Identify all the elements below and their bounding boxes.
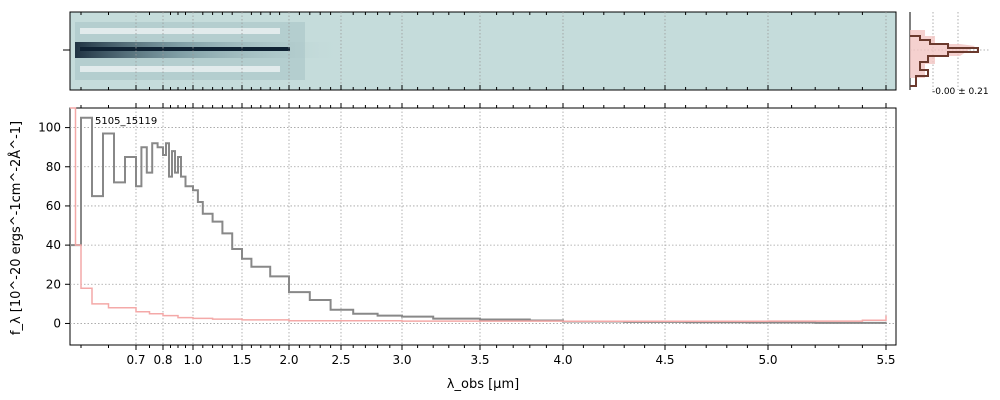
y-tick-label: 40 (46, 238, 61, 252)
x-tick-label: 0.7 (126, 353, 145, 367)
x-tick-label: 2.0 (279, 353, 298, 367)
profile-panel: -0.00 ± 0.21 (909, 12, 990, 97)
x-tick-label: 0.8 (153, 353, 172, 367)
x-tick-label: 1.0 (183, 353, 202, 367)
profile-line (910, 35, 979, 87)
flux-series-line (70, 116, 887, 324)
heatmap-light-band-bottom (80, 66, 280, 72)
y-tick-label: 100 (38, 121, 61, 135)
x-tick-label: 3.0 (392, 353, 411, 367)
y-tick-label: 0 (53, 316, 61, 330)
plot-area (69, 107, 897, 346)
x-tick-label: 4.0 (553, 353, 572, 367)
heatmap-core (80, 47, 290, 51)
profile-fill (910, 30, 975, 78)
x-tick-label: 5.5 (876, 353, 895, 367)
x-tick-label: 5.0 (758, 353, 777, 367)
profile-annotation: -0.00 ± 0.21 (932, 87, 989, 97)
x-tick-label: 2.5 (331, 353, 350, 367)
spectrum-id-label: 5105_15119 (95, 116, 157, 127)
x-tick-label: 4.5 (655, 353, 674, 367)
y-tick-label: 20 (46, 277, 61, 291)
heatmap-light-band-top (80, 28, 280, 34)
x-tick-label: 1.5 (232, 353, 251, 367)
x-axis-label: λ_obs [μm] (447, 377, 519, 392)
y-tick-label: 60 (46, 199, 61, 213)
two-d-spectrum-panel (63, 11, 897, 91)
y-tick-label: 80 (46, 160, 61, 174)
one-d-spectrum-panel: 0.7 0.8 1.0 1.5 2.0 2.5 3.0 3.5 4.0 4.5 5.0 5.5 0 20… (8, 103, 897, 392)
error-series-line (70, 107, 887, 323)
y-axis-label: f_λ [10^-20 ergs^-1cm^-2Å^-1] (8, 121, 24, 335)
x-tick-label: 3.5 (470, 353, 489, 367)
